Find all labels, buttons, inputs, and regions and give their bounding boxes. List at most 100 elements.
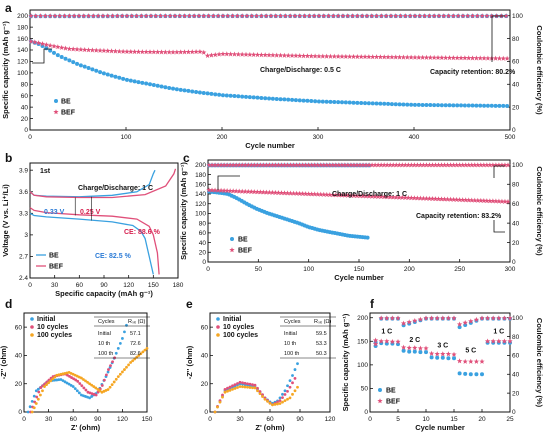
data-point <box>417 345 424 351</box>
data-point <box>248 188 254 195</box>
data-point <box>208 52 215 58</box>
eis-point <box>281 396 284 399</box>
eis-point <box>105 373 108 377</box>
data-point <box>470 103 475 108</box>
eis-point <box>283 399 287 403</box>
data-point <box>487 162 493 168</box>
data-point <box>343 100 348 105</box>
data-point <box>432 196 439 202</box>
data-point <box>281 162 288 168</box>
data-point <box>236 162 242 168</box>
data-point <box>345 192 351 198</box>
data-point <box>159 84 164 89</box>
y-tick-label: 0 <box>202 259 206 266</box>
arrow-capacity <box>32 48 52 64</box>
data-point <box>393 162 399 168</box>
eis-point <box>82 386 86 390</box>
data-point <box>263 96 268 101</box>
eis-point <box>90 395 94 398</box>
data-point <box>309 162 315 168</box>
x-tick-label: 60 <box>70 416 78 423</box>
data-point <box>369 162 375 168</box>
eis-point <box>226 389 229 393</box>
data-point <box>416 102 421 107</box>
data-point <box>454 55 460 61</box>
eis-point <box>291 392 294 396</box>
eis-point <box>55 378 59 382</box>
data-point <box>220 93 225 98</box>
y-tick-label: 0 <box>364 409 368 416</box>
data-point <box>432 162 439 168</box>
eis-point <box>133 357 137 361</box>
data-point <box>384 315 390 321</box>
data-point <box>349 13 356 19</box>
data-point <box>480 372 484 377</box>
x-tick-label: 90 <box>100 282 108 289</box>
eis-point <box>216 405 219 409</box>
data-point <box>501 103 506 108</box>
data-point <box>434 351 440 357</box>
eis-point <box>293 389 297 393</box>
data-point <box>348 192 354 198</box>
eis-point <box>30 399 34 403</box>
data-point <box>170 49 176 55</box>
x-tick-label: 0 <box>368 416 372 423</box>
data-point <box>37 13 44 19</box>
data-point <box>224 188 230 194</box>
data-point <box>381 54 387 60</box>
eis-point <box>36 387 40 391</box>
y-tick-label: 0 <box>18 409 22 416</box>
legend-marker <box>216 333 220 337</box>
data-point <box>290 162 297 168</box>
data-point <box>236 188 242 194</box>
eis-point <box>78 382 82 385</box>
data-point <box>155 83 160 88</box>
data-point <box>299 162 306 168</box>
y2-tick-label: 20 <box>512 240 520 247</box>
data-point <box>270 52 276 58</box>
data-point <box>144 81 149 86</box>
data-point <box>451 315 457 321</box>
data-point <box>473 316 480 322</box>
eis-point <box>291 374 294 377</box>
data-point <box>245 162 251 168</box>
data-point <box>209 162 215 168</box>
data-point <box>266 52 272 58</box>
data-point <box>28 38 34 44</box>
data-point <box>274 52 280 58</box>
data-point <box>469 162 475 168</box>
data-point <box>182 88 187 93</box>
data-point <box>485 103 490 108</box>
y-tick-label: 100 <box>17 70 28 77</box>
annotation: Capacity retention: 80.2% <box>430 69 516 76</box>
eis-point <box>288 379 292 383</box>
legend-marker <box>30 317 34 321</box>
data-point <box>496 198 502 204</box>
data-point <box>67 58 72 63</box>
legend-label: Initial <box>223 316 241 323</box>
data-point <box>427 54 433 60</box>
data-point <box>209 91 214 96</box>
eis-point <box>116 375 120 379</box>
annotation: CE: 82.5 % <box>95 253 132 260</box>
eis-point <box>293 368 297 371</box>
data-point <box>388 13 394 19</box>
data-point <box>301 13 308 19</box>
data-point <box>297 13 303 19</box>
data-point <box>278 190 285 196</box>
data-point <box>197 90 202 95</box>
eis-point <box>258 392 262 396</box>
data-point <box>230 162 236 168</box>
data-point <box>492 55 499 61</box>
table-cell: 57.1 <box>130 331 141 337</box>
data-point <box>369 193 375 199</box>
y-axis-label: -Z'' (ohm) <box>0 345 8 379</box>
y-tick-label: 20 <box>15 381 23 388</box>
data-point <box>328 99 333 104</box>
y-tick-label: 2.4 <box>19 275 28 282</box>
data-point <box>324 99 329 104</box>
data-point <box>112 48 119 54</box>
data-point <box>378 338 384 344</box>
data-point <box>131 49 138 55</box>
data-point <box>224 51 230 57</box>
